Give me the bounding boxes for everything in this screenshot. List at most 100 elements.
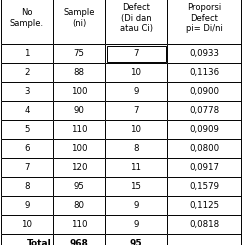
Bar (167, 120, 241, 139)
Bar (1, 82, 53, 101)
Text: 110: 110 (71, 220, 87, 229)
Text: 0,1579: 0,1579 (189, 182, 219, 191)
Text: 7: 7 (24, 163, 30, 172)
Text: 4: 4 (24, 106, 30, 115)
Bar (53, 120, 105, 139)
Bar (105, 44, 167, 63)
Text: 0,0818: 0,0818 (189, 220, 219, 229)
Bar (167, 101, 241, 120)
Text: 6: 6 (24, 144, 30, 153)
Bar (1, 177, 53, 196)
Bar (53, 177, 105, 196)
Bar (167, 139, 241, 158)
Bar (167, 120, 241, 139)
Text: 100: 100 (71, 144, 87, 153)
Bar (53, 63, 105, 82)
Bar (105, 0, 167, 44)
Bar (1, 82, 53, 101)
Bar (53, 215, 105, 234)
Bar (105, 177, 167, 196)
Bar (105, 101, 167, 120)
Bar (105, 139, 167, 158)
Bar (1, 63, 53, 82)
Text: 110: 110 (71, 125, 87, 134)
Bar (105, 234, 167, 245)
Bar (167, 196, 241, 215)
Bar (53, 177, 105, 196)
Bar (167, 234, 241, 245)
Text: 0,0778: 0,0778 (189, 106, 219, 115)
Bar (53, 234, 105, 245)
Bar (1, 196, 53, 215)
Text: 75: 75 (74, 49, 84, 58)
Text: 968: 968 (69, 239, 88, 245)
Bar (53, 0, 105, 44)
Text: 0,0933: 0,0933 (189, 49, 219, 58)
Bar (105, 120, 167, 139)
Bar (167, 139, 241, 158)
Text: 7: 7 (133, 49, 139, 58)
Bar (167, 63, 241, 82)
Bar (167, 0, 241, 44)
Bar (167, 177, 241, 196)
Bar (167, 177, 241, 196)
Bar (1, 139, 53, 158)
Bar (105, 196, 167, 215)
Bar (53, 101, 105, 120)
Bar (53, 101, 105, 120)
Text: 100: 100 (71, 87, 87, 96)
Bar (105, 120, 167, 139)
Text: 9: 9 (133, 201, 139, 210)
Bar (105, 139, 167, 158)
Bar (167, 215, 241, 234)
Text: 8: 8 (24, 182, 30, 191)
Text: 10: 10 (130, 68, 142, 77)
Bar (1, 215, 53, 234)
Bar (105, 82, 167, 101)
Bar (53, 158, 105, 177)
Text: 0,1125: 0,1125 (189, 201, 219, 210)
Text: 88: 88 (74, 68, 84, 77)
Bar (105, 234, 167, 245)
Text: 1: 1 (24, 49, 30, 58)
Text: 8: 8 (133, 144, 139, 153)
Bar (1, 158, 53, 177)
Text: 0,1136: 0,1136 (189, 68, 219, 77)
Bar (53, 82, 105, 101)
Text: 11: 11 (130, 163, 142, 172)
Text: 0,0900: 0,0900 (189, 87, 219, 96)
Bar (105, 63, 167, 82)
Text: 80: 80 (74, 201, 84, 210)
Bar (105, 158, 167, 177)
Bar (1, 139, 53, 158)
Text: 0,0800: 0,0800 (189, 144, 219, 153)
Text: No
Sample.: No Sample. (10, 8, 44, 28)
Bar (1, 158, 53, 177)
Text: 0,0909: 0,0909 (189, 125, 219, 134)
Bar (167, 82, 241, 101)
Bar (167, 63, 241, 82)
Text: Total: Total (27, 239, 52, 245)
Bar (167, 158, 241, 177)
Bar (105, 215, 167, 234)
Bar (105, 44, 167, 63)
Bar (1, 0, 53, 44)
Bar (53, 139, 105, 158)
Text: 10: 10 (130, 125, 142, 134)
Bar (1, 120, 53, 139)
Text: 0,0917: 0,0917 (189, 163, 219, 172)
Bar (167, 82, 241, 101)
Bar (167, 0, 241, 44)
Text: 7: 7 (133, 106, 139, 115)
Bar (1, 63, 53, 82)
Text: Defect
(Di dan
atau Ci): Defect (Di dan atau Ci) (120, 3, 152, 33)
Text: 10: 10 (22, 220, 32, 229)
Text: 95: 95 (130, 239, 142, 245)
Bar (1, 101, 53, 120)
Bar (53, 82, 105, 101)
Bar (53, 234, 105, 245)
Bar (1, 234, 53, 245)
Text: 120: 120 (71, 163, 87, 172)
Bar (105, 215, 167, 234)
Bar (53, 120, 105, 139)
